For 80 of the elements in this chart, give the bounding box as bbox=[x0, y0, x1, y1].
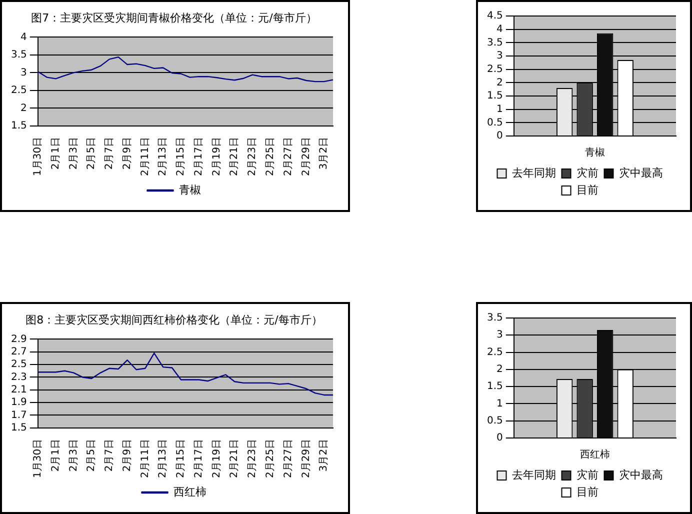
x-tick-label: 2月21日 bbox=[229, 438, 240, 478]
x-tick-label: 2月19日 bbox=[211, 438, 222, 478]
y-tick-label: 2.1 bbox=[10, 384, 27, 396]
x-tick-label: 2月27日 bbox=[282, 136, 294, 176]
x-tick-label: 2月11日 bbox=[140, 136, 151, 176]
x-tick-label: 2月27日 bbox=[282, 438, 294, 478]
x-tick-label: 2月13日 bbox=[158, 136, 169, 176]
x-tick-label: 西红柿 bbox=[580, 448, 610, 461]
x-tick-label: 2月15日 bbox=[176, 136, 187, 176]
x-tick-label: 2月7日 bbox=[104, 136, 116, 170]
x-tick-label: 1月30日 bbox=[32, 438, 44, 478]
x-tick-label: 2月25日 bbox=[264, 438, 276, 478]
y-tick-label: 2.3 bbox=[10, 372, 27, 383]
legend-label: 灾前 bbox=[576, 468, 598, 482]
x-tick-label: 2月11日 bbox=[140, 438, 151, 478]
x-tick-label: 2月13日 bbox=[158, 438, 169, 478]
x-tick-label: 2月23日 bbox=[247, 438, 258, 478]
chart-title: 图7：主要灾区受灾期间青椒价格变化（单位：元/每市斤） bbox=[31, 11, 317, 24]
x-tick-label: 2月3日 bbox=[68, 136, 80, 170]
y-tick-label: 2.5 bbox=[486, 64, 503, 75]
y-tick-label: 3 bbox=[496, 330, 503, 341]
y-tick-label: 1.5 bbox=[486, 381, 503, 392]
x-tick-label: 3月2日 bbox=[318, 438, 330, 472]
y-tick-label: 1.5 bbox=[486, 90, 503, 102]
y-tick-label: 2.9 bbox=[10, 334, 27, 345]
x-tick-label: 2月25日 bbox=[264, 136, 276, 176]
legend-label: 去年同期 bbox=[512, 468, 556, 482]
y-tick-label: 4.5 bbox=[486, 10, 503, 22]
y-tick-label: 3.5 bbox=[486, 312, 503, 324]
legend-label: 目前 bbox=[576, 485, 598, 498]
legend-label: 去年同期 bbox=[512, 166, 556, 180]
x-tick-label: 2月15日 bbox=[176, 438, 187, 478]
y-tick-label: 2 bbox=[20, 102, 27, 114]
x-tick-label: 2月19日 bbox=[211, 136, 222, 176]
y-tick-label: 3.5 bbox=[486, 37, 503, 48]
y-tick-label: 1 bbox=[496, 398, 503, 410]
x-tick-label: 2月3日 bbox=[68, 438, 80, 472]
x-tick-label: 青椒 bbox=[584, 146, 605, 159]
x-tick-label: 2月23日 bbox=[247, 136, 258, 176]
x-tick-label: 2月1日 bbox=[50, 136, 62, 170]
y-tick-label: 0 bbox=[496, 130, 503, 142]
legend-label: 西红柿 bbox=[173, 485, 206, 498]
y-tick-label: 2 bbox=[496, 77, 503, 88]
y-tick-label: 3.5 bbox=[10, 50, 27, 61]
y-tick-label: 0 bbox=[496, 432, 503, 444]
y-tick-label: 1.5 bbox=[10, 422, 27, 434]
x-tick-label: 2月29日 bbox=[300, 136, 312, 176]
y-tick-label: 4 bbox=[20, 32, 27, 43]
y-tick-label: 0.5 bbox=[486, 117, 503, 128]
legend-label: 目前 bbox=[576, 183, 598, 196]
y-tick-label: 2.5 bbox=[10, 85, 27, 96]
x-tick-label: 2月7日 bbox=[104, 438, 116, 472]
x-tick-label: 2月17日 bbox=[193, 438, 204, 478]
y-tick-label: 1.9 bbox=[10, 397, 27, 408]
y-tick-label: 1 bbox=[496, 104, 503, 115]
x-tick-label: 2月29日 bbox=[300, 438, 312, 478]
x-tick-label: 2月5日 bbox=[86, 136, 98, 170]
x-tick-label: 2月9日 bbox=[122, 136, 133, 170]
x-tick-label: 2月9日 bbox=[122, 438, 133, 472]
x-tick-label: 2月17日 bbox=[193, 136, 204, 176]
y-tick-label: 2.5 bbox=[10, 359, 27, 370]
legend-label: 灾中最高 bbox=[618, 166, 663, 180]
x-tick-label: 3月2日 bbox=[318, 136, 330, 170]
y-tick-label: 3 bbox=[20, 67, 27, 78]
legend-label: 青椒 bbox=[178, 183, 201, 196]
x-tick-label: 2月1日 bbox=[50, 438, 62, 472]
chart-title: 图8：主要灾区受灾期间西红柿价格变化（单位：元/每市斤） bbox=[26, 313, 322, 326]
y-tick-label: 1.7 bbox=[10, 410, 27, 421]
y-tick-label: 3 bbox=[496, 50, 503, 62]
legend-label: 灾前 bbox=[576, 166, 598, 180]
x-tick-label: 2月5日 bbox=[86, 438, 98, 472]
legend-label: 灾中最高 bbox=[618, 468, 663, 482]
y-tick-label: 1.5 bbox=[10, 120, 27, 132]
x-tick-label: 1月30日 bbox=[32, 136, 44, 176]
y-tick-label: 2 bbox=[496, 364, 503, 376]
y-tick-label: 2.7 bbox=[10, 346, 27, 358]
y-tick-label: 2.5 bbox=[486, 346, 503, 358]
x-tick-label: 2月21日 bbox=[229, 136, 240, 176]
y-tick-label: 4 bbox=[496, 24, 503, 35]
y-tick-label: 0.5 bbox=[486, 415, 503, 426]
